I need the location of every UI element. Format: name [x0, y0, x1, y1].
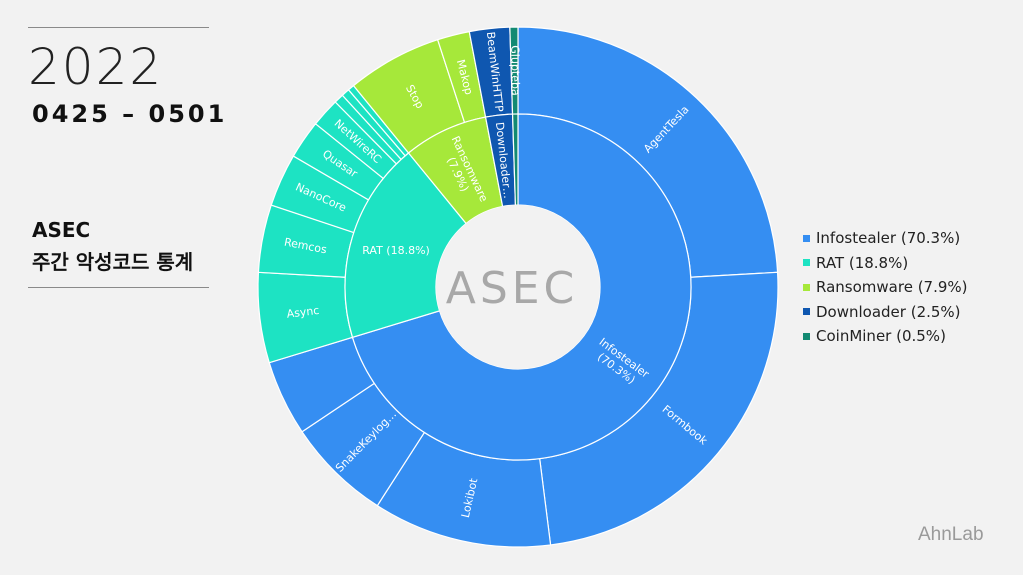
legend-label: Infostealer (70.3%) — [816, 229, 961, 248]
legend-label: Downloader (2.5%) — [816, 302, 961, 321]
legend-label: CoinMiner (0.5%) — [816, 327, 946, 346]
legend-swatch — [803, 259, 810, 267]
legend-swatch — [803, 283, 810, 291]
legend-item-infostealer: Infostealer (70.3%) — [803, 226, 968, 251]
bottom-rule — [28, 287, 209, 288]
inner-label-rat: RAT (18.8%) — [362, 244, 430, 257]
chart-center-hole — [436, 205, 600, 369]
outer-label-glupteba: Glupteba — [508, 45, 522, 96]
report-title-line2: 주간 악성코드 통계 — [32, 250, 194, 274]
legend-swatch — [803, 332, 810, 340]
date-range: 0425 – 0501 — [32, 100, 228, 128]
chart-legend: Infostealer (70.3%) RAT (18.8%) Ransomware… — [803, 226, 968, 349]
legend-item-coinminer: CoinMiner (0.5%) — [803, 324, 968, 349]
legend-label: RAT (18.8%) — [816, 253, 909, 272]
legend-item-downloader: Downloader (2.5%) — [803, 300, 968, 325]
asec-center-logo: ASEC — [446, 263, 579, 314]
legend-label: Ransomware (7.9%) — [816, 278, 968, 297]
top-rule — [28, 27, 209, 28]
legend-item-rat: RAT (18.8%) — [803, 251, 968, 276]
outer-label-async: Async — [286, 304, 320, 321]
ahnlab-logo: AhnLab — [918, 524, 984, 545]
legend-swatch — [803, 234, 810, 242]
legend-swatch — [803, 308, 810, 316]
legend-item-ransomware: Ransomware (7.9%) — [803, 275, 968, 300]
year-heading: 2022 — [28, 38, 164, 96]
report-title-line1: ASEC — [32, 218, 91, 242]
